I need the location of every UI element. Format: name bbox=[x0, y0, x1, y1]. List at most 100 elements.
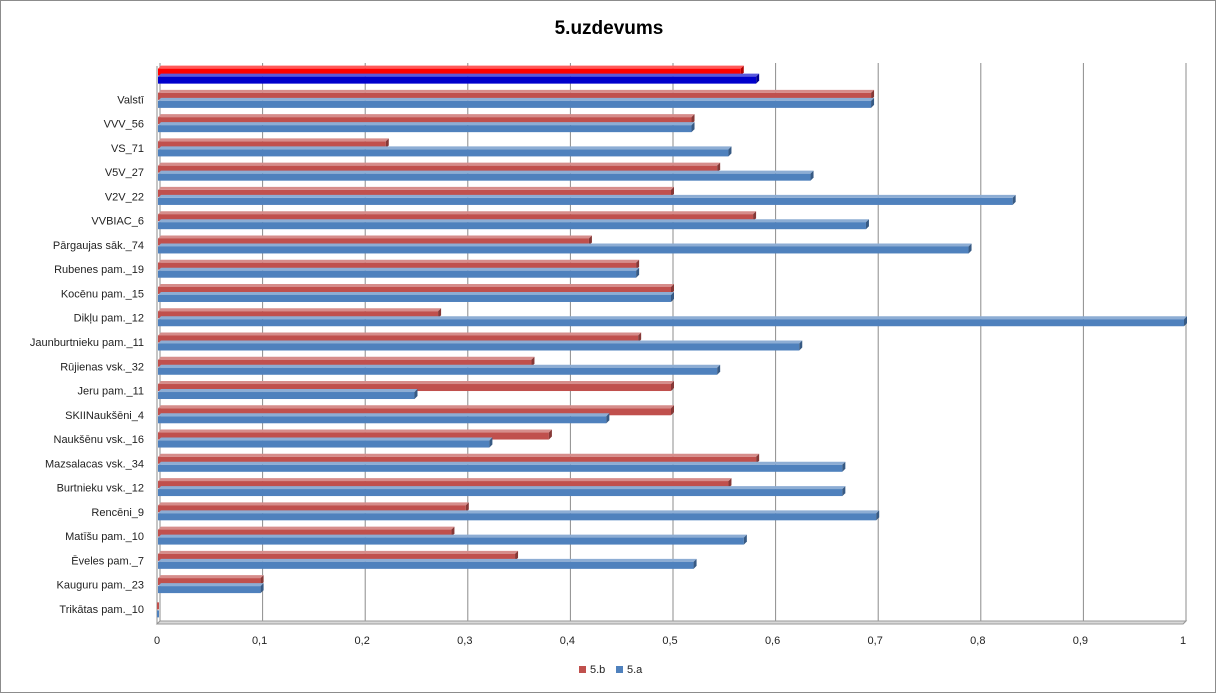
bar-5a-5-end bbox=[842, 486, 846, 497]
bar-5b-1-top bbox=[158, 575, 264, 579]
bar-5b-10 bbox=[158, 356, 535, 367]
bar-5a-6-top bbox=[158, 461, 846, 465]
bar-5b-14-top bbox=[158, 259, 640, 263]
bar-5a-19-top bbox=[158, 146, 732, 150]
bar-5a-7-top bbox=[158, 437, 493, 441]
bar-5b-5-front bbox=[158, 481, 729, 489]
bar-5b-10-front bbox=[158, 359, 532, 367]
legend: 5.b 5.a bbox=[579, 664, 643, 676]
bar-5a-22-front bbox=[158, 76, 757, 84]
bar-5b-1 bbox=[158, 575, 264, 586]
category-labels: Trikātas pam._10 Kauguru pam._23 Ēveles pa… bbox=[30, 94, 145, 615]
bar-5a-18-front bbox=[158, 173, 811, 181]
bar-5a-18 bbox=[158, 170, 814, 181]
bar-5a-15-front bbox=[158, 246, 969, 254]
bar-5b-21-end bbox=[871, 89, 875, 100]
bar-5b-20 bbox=[158, 114, 695, 125]
bar-5b-3-front bbox=[158, 529, 452, 537]
bar-5b-2-front bbox=[158, 553, 516, 561]
bar-5b-5-top bbox=[158, 478, 732, 482]
bar-5a-11-end bbox=[799, 340, 803, 351]
bar-5a-1 bbox=[158, 583, 264, 594]
bar-5b-21 bbox=[158, 89, 875, 100]
bar-5a-9-top bbox=[158, 389, 418, 393]
bar-5b-5 bbox=[158, 478, 732, 489]
bar-5a-20-top bbox=[158, 122, 695, 126]
bar-5a-9-front bbox=[158, 392, 415, 400]
bar-5b-15-top bbox=[158, 235, 592, 239]
bar-5b-7-end bbox=[548, 429, 552, 440]
bar-5b-16-top bbox=[158, 211, 757, 215]
bar-5a-21 bbox=[158, 97, 875, 108]
legend-label: 5.b bbox=[590, 664, 605, 676]
bar-5b-12-end bbox=[438, 308, 442, 319]
bar-5b-19-top bbox=[158, 138, 389, 142]
bar-5b-8-top bbox=[158, 405, 674, 409]
bar-5a-22-top bbox=[158, 73, 760, 77]
bar-5b-1-end bbox=[260, 575, 264, 586]
bar-5a-13-top bbox=[158, 291, 674, 295]
bar-5a-10-top bbox=[158, 364, 721, 368]
x-tick-label: 0,6 bbox=[765, 635, 780, 647]
bar-5a-19-end bbox=[728, 146, 732, 157]
bar-5a-16-top bbox=[158, 219, 869, 223]
bar-5b-18-end bbox=[717, 162, 721, 173]
bar-5b-1-front bbox=[158, 578, 261, 586]
bar-5b-11 bbox=[158, 332, 642, 343]
bar-5b-14-front bbox=[158, 262, 637, 270]
bar-5b-11-top bbox=[158, 332, 642, 336]
bar-5a-1-top bbox=[158, 583, 264, 587]
bar-5a-14-front bbox=[158, 270, 637, 278]
bar-5b-19 bbox=[158, 138, 389, 149]
bar-5a-13 bbox=[158, 291, 674, 302]
legend-swatch-0 bbox=[579, 666, 586, 673]
bar-5a-2-top bbox=[158, 558, 697, 562]
bar-5a-20-front bbox=[158, 125, 692, 133]
x-tick-label: 0,1 bbox=[252, 635, 267, 647]
bar-5b-8-front bbox=[158, 408, 671, 416]
bar-5a-14-top bbox=[158, 267, 640, 271]
bar-5b-13-front bbox=[158, 286, 671, 294]
chart-floor bbox=[155, 620, 1188, 625]
bar-5a-3-end bbox=[743, 534, 747, 545]
bar-5a-3-top bbox=[158, 534, 747, 538]
bar-5a-16-end bbox=[865, 219, 869, 230]
bar-5b-9-end bbox=[671, 381, 674, 392]
category-label: V2V_22 bbox=[105, 191, 144, 203]
bar-5a-7-front bbox=[158, 440, 490, 448]
bar-5b-3 bbox=[158, 526, 455, 537]
category-label: Rūjienas vsk._32 bbox=[60, 361, 144, 373]
bar-5a-20 bbox=[158, 122, 695, 133]
legend-label: 5.a bbox=[627, 664, 643, 676]
bar-5b-2-top bbox=[158, 550, 519, 554]
bar-5a-10-end bbox=[717, 364, 721, 375]
bar-5a-18-end bbox=[810, 170, 814, 181]
bar-5b-2 bbox=[158, 550, 519, 561]
bar-5b-15-end bbox=[588, 235, 592, 246]
bar-5b-20-top bbox=[158, 114, 695, 118]
category-label: V5V_27 bbox=[105, 167, 144, 179]
category-label: SKIINaukšēni_4 bbox=[65, 410, 144, 422]
bar-5b-16 bbox=[158, 211, 757, 222]
bar-5b-17-front bbox=[158, 189, 671, 197]
bar-5b-14-end bbox=[636, 259, 640, 270]
bar-5b-13-top bbox=[158, 283, 674, 287]
bar-5b-15 bbox=[158, 235, 592, 246]
bar-5a-2-front bbox=[158, 561, 694, 569]
category-label: Dikļu pam._12 bbox=[74, 313, 144, 325]
category-label: Matīšu pam._10 bbox=[65, 531, 144, 543]
bar-5a-21-front bbox=[158, 100, 872, 108]
bar-5a-18-top bbox=[158, 170, 814, 174]
bar-5b-17-top bbox=[158, 186, 674, 190]
bar-5b-6-end bbox=[756, 453, 760, 464]
bar-5b-11-end bbox=[638, 332, 642, 343]
bar-5a-19 bbox=[158, 146, 732, 157]
bar-5a-3 bbox=[158, 534, 747, 545]
bar-5a-12-front bbox=[158, 319, 1184, 327]
bar-5a-17-front bbox=[158, 197, 1013, 205]
x-tick-label: 0,9 bbox=[1073, 635, 1088, 647]
bar-5b-13-end bbox=[671, 283, 674, 294]
category-label: Jaunburtnieku pam._11 bbox=[30, 337, 144, 349]
bar-5b-21-front bbox=[158, 92, 872, 100]
x-tick-label: 0 bbox=[154, 635, 160, 647]
